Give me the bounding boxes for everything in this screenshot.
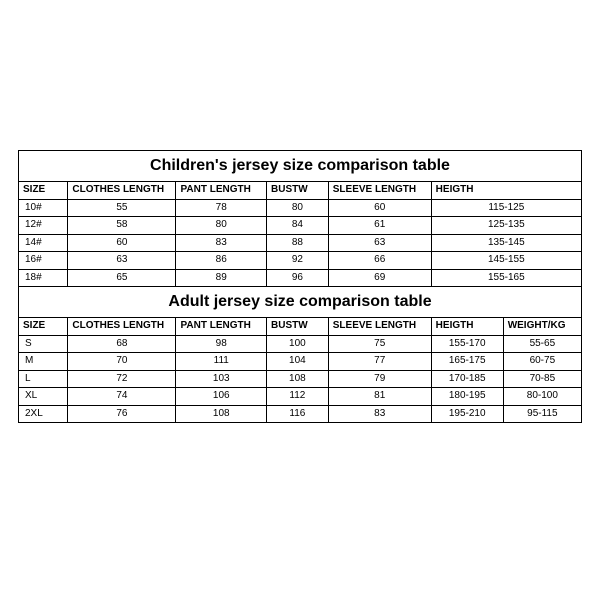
size-chart-table: Children's jersey size comparison table … [18,150,582,423]
cell-bust: 116 [267,405,329,423]
adult-col-sleeve: SLEEVE LENGTH [328,318,431,336]
cell-bust: 92 [267,252,329,270]
children-col-clothes: CLOTHES LENGTH [68,182,176,200]
children-title-row: Children's jersey size comparison table [19,151,582,182]
cell-height: 145-155 [431,252,581,270]
cell-clothes: 68 [68,335,176,353]
cell-clothes: 58 [68,217,176,235]
cell-pant: 83 [176,234,267,252]
cell-size: 12# [19,217,68,235]
table-row: 18# 65 89 96 69 155-165 [19,269,582,287]
cell-sleeve: 81 [328,388,431,406]
size-chart-container: Children's jersey size comparison table … [0,0,600,600]
cell-size: XL [19,388,68,406]
cell-pant: 80 [176,217,267,235]
cell-size: L [19,370,68,388]
cell-sleeve: 69 [328,269,431,287]
children-col-pant: PANT LENGTH [176,182,267,200]
cell-sleeve: 60 [328,199,431,217]
cell-sleeve: 77 [328,353,431,371]
cell-pant: 111 [176,353,267,371]
cell-pant: 86 [176,252,267,270]
cell-sleeve: 66 [328,252,431,270]
cell-height: 115-125 [431,199,581,217]
adult-header-row: SIZE CLOTHES LENGTH PANT LENGTH BUSTW SL… [19,318,582,336]
children-col-bust: BUSTW [267,182,329,200]
cell-size: 2XL [19,405,68,423]
cell-clothes: 60 [68,234,176,252]
adult-col-clothes: CLOTHES LENGTH [68,318,176,336]
cell-pant: 108 [176,405,267,423]
cell-sleeve: 79 [328,370,431,388]
cell-bust: 104 [267,353,329,371]
cell-pant: 98 [176,335,267,353]
adult-col-weight: WEIGHT/KG [503,318,581,336]
cell-bust: 88 [267,234,329,252]
cell-size: 10# [19,199,68,217]
cell-height: 170-185 [431,370,503,388]
cell-bust: 108 [267,370,329,388]
cell-height: 195-210 [431,405,503,423]
table-row: XL 74 106 112 81 180-195 80-100 [19,388,582,406]
cell-sleeve: 83 [328,405,431,423]
cell-bust: 112 [267,388,329,406]
adult-col-size: SIZE [19,318,68,336]
cell-bust: 80 [267,199,329,217]
cell-clothes: 63 [68,252,176,270]
cell-height: 135-145 [431,234,581,252]
children-header-row: SIZE CLOTHES LENGTH PANT LENGTH BUSTW SL… [19,182,582,200]
cell-bust: 100 [267,335,329,353]
table-row: 14# 60 83 88 63 135-145 [19,234,582,252]
cell-pant: 103 [176,370,267,388]
cell-size: 18# [19,269,68,287]
adult-col-height: HEIGTH [431,318,503,336]
cell-clothes: 72 [68,370,176,388]
cell-height: 180-195 [431,388,503,406]
adult-title: Adult jersey size comparison table [19,287,582,318]
table-row: S 68 98 100 75 155-170 55-65 [19,335,582,353]
cell-size: 16# [19,252,68,270]
table-row: 12# 58 80 84 61 125-135 [19,217,582,235]
cell-size: M [19,353,68,371]
children-col-height: HEIGTH [431,182,581,200]
cell-sleeve: 63 [328,234,431,252]
cell-clothes: 76 [68,405,176,423]
cell-weight: 80-100 [503,388,581,406]
table-row: 16# 63 86 92 66 145-155 [19,252,582,270]
cell-height: 155-165 [431,269,581,287]
cell-size: S [19,335,68,353]
adult-col-pant: PANT LENGTH [176,318,267,336]
children-col-sleeve: SLEEVE LENGTH [328,182,431,200]
table-row: 2XL 76 108 116 83 195-210 95-115 [19,405,582,423]
cell-weight: 55-65 [503,335,581,353]
cell-sleeve: 75 [328,335,431,353]
cell-clothes: 70 [68,353,176,371]
cell-sleeve: 61 [328,217,431,235]
cell-weight: 60-75 [503,353,581,371]
table-row: 10# 55 78 80 60 115-125 [19,199,582,217]
cell-height: 155-170 [431,335,503,353]
cell-size: 14# [19,234,68,252]
cell-bust: 84 [267,217,329,235]
table-row: M 70 111 104 77 165-175 60-75 [19,353,582,371]
children-title: Children's jersey size comparison table [19,151,582,182]
cell-height: 165-175 [431,353,503,371]
cell-clothes: 74 [68,388,176,406]
table-row: L 72 103 108 79 170-185 70-85 [19,370,582,388]
cell-height: 125-135 [431,217,581,235]
cell-pant: 106 [176,388,267,406]
adult-title-row: Adult jersey size comparison table [19,287,582,318]
adult-col-bust: BUSTW [267,318,329,336]
cell-pant: 89 [176,269,267,287]
children-col-size: SIZE [19,182,68,200]
cell-clothes: 55 [68,199,176,217]
cell-weight: 95-115 [503,405,581,423]
cell-clothes: 65 [68,269,176,287]
cell-pant: 78 [176,199,267,217]
cell-weight: 70-85 [503,370,581,388]
cell-bust: 96 [267,269,329,287]
